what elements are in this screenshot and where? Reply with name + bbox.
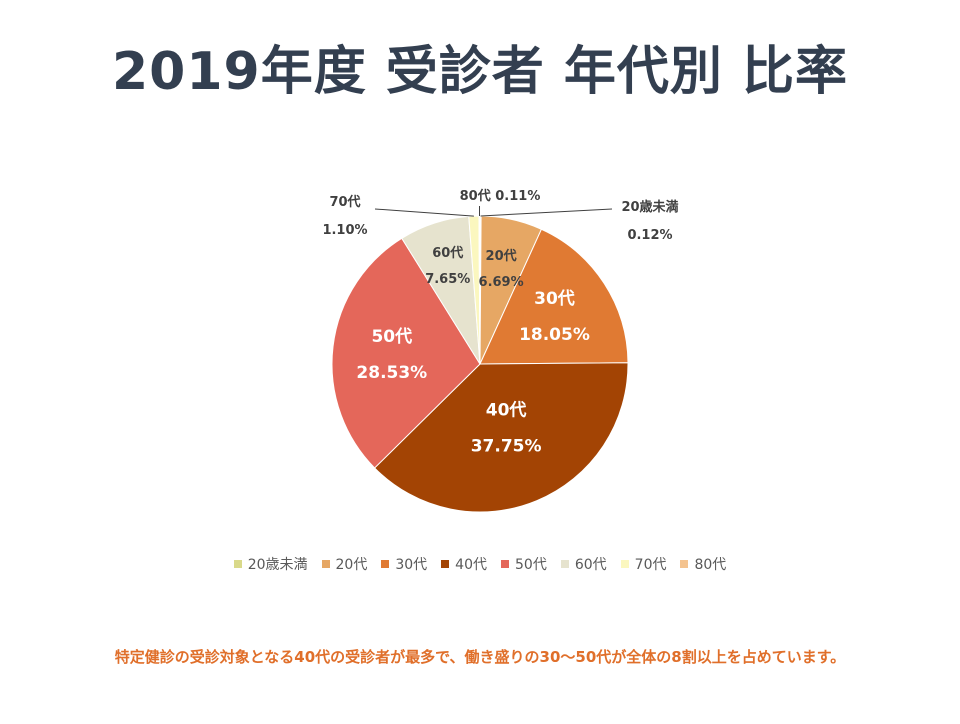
data-label: 28.53%: [356, 363, 427, 383]
legend-item: 30代: [381, 554, 427, 574]
data-label: 7.65%: [425, 272, 470, 287]
data-label: 1.10%: [322, 223, 367, 238]
data-label: 20代: [486, 248, 517, 264]
legend-item: 60代: [560, 554, 607, 574]
legend-item: 20歳未満: [233, 554, 308, 574]
legend-item: 70代: [620, 554, 667, 574]
chart-footnote: 特定健診の受診対象となる40代の受診者が最多で、働き盛りの30～50代が全体の8…: [114, 648, 846, 666]
data-label: 20歳未満: [621, 199, 678, 215]
legend-swatch: [233, 560, 242, 568]
legend-swatch: [321, 560, 330, 568]
legend-item: 50代: [501, 554, 547, 574]
pie-slice: [478, 215, 481, 365]
legend-swatch: [501, 560, 509, 568]
legend-swatch: [620, 560, 629, 568]
data-label: 40代: [486, 399, 527, 420]
legend-label: 50代: [515, 557, 547, 573]
leader-line: [480, 208, 613, 217]
legend-swatch: [560, 560, 569, 568]
data-label: 70代: [329, 194, 360, 210]
legend-label: 70代: [634, 557, 667, 573]
chart-legend: 20歳未満 20代 30代 40代 50代 60代 70代 80代: [0, 554, 960, 574]
data-label: 18.05%: [519, 325, 590, 345]
legend-swatch: [441, 560, 450, 568]
legend-label: 20代: [335, 557, 368, 573]
pie-slice: [373, 362, 629, 513]
data-label: 0.12%: [627, 228, 672, 243]
legend-label: 40代: [455, 557, 487, 573]
legend-item: 40代: [441, 554, 487, 574]
legend-item: 20代: [321, 554, 368, 574]
data-label: 30代: [534, 288, 575, 309]
data-label: 60代: [432, 245, 463, 261]
data-label: 6.69%: [479, 275, 524, 290]
data-label: 37.75%: [471, 436, 542, 456]
pie-slice: [479, 228, 629, 365]
legend-label: 20歳未満: [247, 557, 308, 573]
legend-swatch: [680, 560, 689, 568]
pie-slice: [331, 237, 481, 469]
legend-label: 30代: [395, 557, 428, 573]
legend-label: 60代: [574, 557, 607, 573]
leader-line: [374, 208, 474, 217]
data-label: 80代 0.11%: [460, 188, 541, 204]
legend-swatch: [381, 560, 390, 568]
legend-item: 80代: [680, 554, 726, 574]
data-label: 50代: [371, 326, 412, 347]
chart-title: 2019年度 受診者 年代別 比率: [111, 42, 849, 102]
legend-label: 80代: [694, 557, 727, 573]
